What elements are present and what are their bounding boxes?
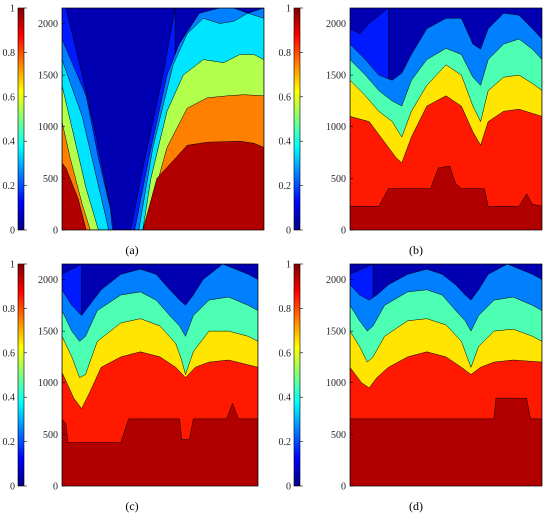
contour-band xyxy=(62,140,264,230)
y-tick-label: 0 xyxy=(53,482,58,493)
y-tick-label: 1500 xyxy=(326,327,346,338)
plot-frame xyxy=(61,263,259,487)
plot-frame xyxy=(349,263,543,487)
y-tick-label: 500 xyxy=(43,430,58,441)
panel-d: 0 0.2 0.4 0.6 0.8 1 0 500 1000 1500 2000 (d) xyxy=(279,260,543,513)
contour-fill xyxy=(350,264,542,486)
y-tick-label: 1500 xyxy=(38,327,58,338)
y-tick-label: 500 xyxy=(43,174,58,185)
colorbar xyxy=(293,263,301,487)
colorbar-tick-label: 1 xyxy=(286,4,291,15)
panel-c: 0 0.2 0.4 0.6 0.8 1 0 500 1000 1500 2000 (c) xyxy=(3,260,259,513)
y-tick-label: 1000 xyxy=(326,378,346,389)
colorbar-tick-label: 0.2 xyxy=(3,437,16,448)
contour-band xyxy=(350,397,542,486)
y-tick-label: 0 xyxy=(341,482,346,493)
colorbar xyxy=(17,263,25,487)
y-tick-label: 500 xyxy=(331,174,346,185)
y-tick-label: 2000 xyxy=(38,19,58,30)
contour-fill xyxy=(350,8,542,230)
colorbar-tick-label: 0 xyxy=(10,226,15,237)
panel-label: (a) xyxy=(125,243,138,257)
plot-frame xyxy=(349,7,543,231)
colorbar-tick-label: 0.6 xyxy=(3,92,16,103)
y-tick-label: 500 xyxy=(331,430,346,441)
contour-band xyxy=(350,165,542,230)
panels-layer: 00.20.40.60.810500100015002000(a)00.20.4… xyxy=(3,4,543,513)
colorbar-tick-label: 0.8 xyxy=(279,48,292,59)
colorbar-tick-label: 0.4 xyxy=(3,393,16,404)
panel-label: (d) xyxy=(409,499,423,513)
colorbar-tick-label: 0.6 xyxy=(3,348,16,359)
colorbar-tick-label: 0.4 xyxy=(279,137,292,148)
colorbar-tick-label: 0 xyxy=(286,226,291,237)
colorbar-tick-label: 0.8 xyxy=(3,304,16,315)
y-tick-label: 2000 xyxy=(38,275,58,286)
panel-b: 0 0.2 0.4 0.6 0.8 1 0 500 1000 1500 2000 (b) xyxy=(279,4,543,257)
y-tick-label: 1500 xyxy=(38,71,58,82)
colorbar-tick-label: 0.8 xyxy=(3,48,16,59)
colorbar-tick-label: 0.4 xyxy=(3,137,16,148)
y-tick-label: 1000 xyxy=(38,122,58,133)
y-tick-label: 1000 xyxy=(326,122,346,133)
y-tick-label: 2000 xyxy=(326,19,346,30)
plot-frame xyxy=(61,7,265,231)
contour-fill xyxy=(62,8,264,230)
y-tick-label: 1000 xyxy=(38,378,58,389)
panel-label: (b) xyxy=(409,243,423,257)
colorbar-tick-label: 0.4 xyxy=(279,393,292,404)
y-tick-label: 1500 xyxy=(326,71,346,82)
y-tick-label: 0 xyxy=(53,226,58,237)
colorbar xyxy=(17,7,25,231)
contour-band xyxy=(62,402,258,486)
colorbar-tick-label: 1 xyxy=(286,260,291,271)
colorbar-tick-label: 0.8 xyxy=(279,304,292,315)
colorbar-tick-label: 1 xyxy=(10,260,15,271)
colorbar-tick-label: 0.6 xyxy=(279,92,292,103)
colorbar-tick-label: 0.2 xyxy=(279,437,292,448)
y-tick-label: 0 xyxy=(341,226,346,237)
y-tick-label: 2000 xyxy=(326,275,346,286)
colorbar-tick-label: 0.6 xyxy=(279,348,292,359)
colorbar-tick-label: 0.2 xyxy=(3,181,16,192)
colorbar-tick-label: 0.2 xyxy=(279,181,292,192)
colorbar xyxy=(293,7,301,231)
contour-fill xyxy=(62,264,258,486)
colorbar-tick-label: 0 xyxy=(10,482,15,493)
panel-a: 0 0.2 0.4 0.6 0.8 1 0 500 1000 1500 2000 (a) xyxy=(3,4,265,257)
colorbar-tick-label: 1 xyxy=(10,4,15,15)
colorbar-tick-label: 0 xyxy=(286,482,291,493)
panel-label: (c) xyxy=(125,499,138,513)
